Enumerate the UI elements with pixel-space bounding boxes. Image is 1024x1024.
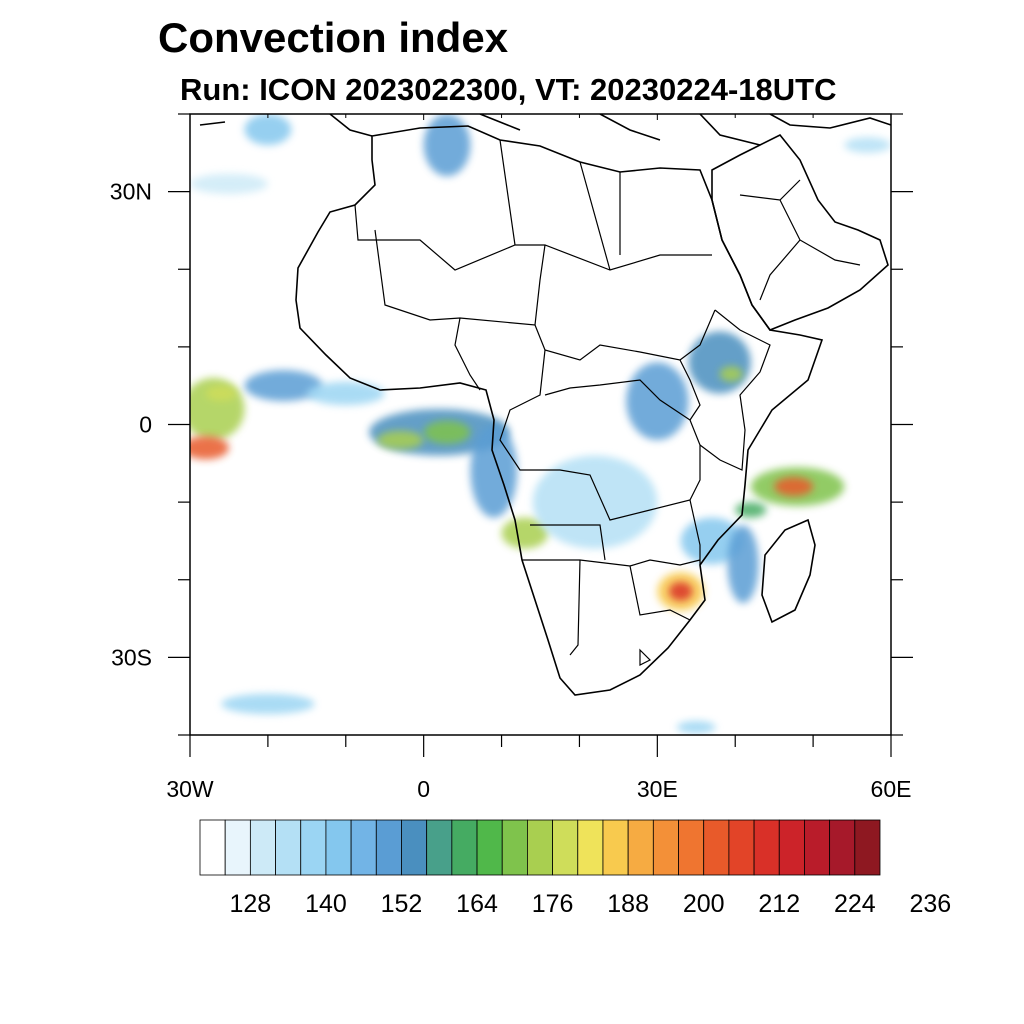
- colorbar-label: 164: [456, 890, 498, 918]
- convection-cell-19: [669, 582, 693, 601]
- country-borders: [354, 139, 861, 666]
- border-arabia: [739, 179, 861, 301]
- colorbar-swatch: [627, 819, 654, 876]
- colorbar-swatch: [678, 819, 705, 876]
- madagascar-coastline: [761, 518, 816, 624]
- colorbar-swatch: [753, 819, 780, 876]
- convection-field: [190, 114, 891, 734]
- map-tick-labels: 30W 0 30E 60E 30N 0 30S: [110, 179, 912, 802]
- colorbar-label: 236: [910, 890, 952, 918]
- map-subtitle: Run: ICON 2023022300, VT: 20230224-18UTC: [180, 72, 837, 107]
- arabia-coastline: [711, 133, 889, 331]
- x-tick-label: 0: [417, 776, 430, 802]
- y-tick-label: 30S: [111, 644, 152, 670]
- colorbar-swatch: [854, 819, 881, 876]
- convection-cell-15: [774, 477, 814, 496]
- europe-coastline: [199, 114, 891, 146]
- convection-cell-24: [221, 693, 315, 715]
- colorbar-swatch: [552, 819, 579, 876]
- colorbar-swatch: [652, 819, 679, 876]
- map-title: Convection index: [158, 14, 509, 61]
- colorbar-swatch: [426, 819, 453, 876]
- colorbar-swatch: [804, 819, 831, 876]
- y-tick-label: 0: [139, 412, 152, 438]
- colorbar-swatch: [602, 819, 629, 876]
- colorbar-label: 128: [230, 890, 272, 918]
- convection-cell-22: [244, 114, 292, 146]
- colorbar-label: 176: [532, 890, 574, 918]
- convection-cell-12: [688, 331, 751, 394]
- colorbar-label: 200: [683, 890, 725, 918]
- convection-cell-26: [676, 721, 716, 734]
- colorbar-swatch: [350, 819, 377, 876]
- border-south: [522, 499, 701, 666]
- map-panel: 30W 0 30E 60E 30N 0 30S: [110, 113, 913, 802]
- colorbar-swatch: [577, 819, 604, 876]
- colorbar-swatch: [401, 819, 428, 876]
- coastlines: [199, 114, 891, 696]
- border-east: [679, 309, 771, 471]
- convection-cell-20: [727, 525, 759, 604]
- colorbar-swatch: [451, 819, 478, 876]
- colorbar-swatch: [778, 819, 805, 876]
- colorbar-label: 212: [758, 890, 800, 918]
- map-background: [190, 114, 891, 735]
- colorbar-label: 140: [305, 890, 347, 918]
- map-ticks: [168, 113, 913, 757]
- colorbar-swatch: [728, 819, 755, 876]
- colorbar-label: 152: [381, 890, 423, 918]
- convection-cell-7: [423, 420, 471, 444]
- colorbar-swatch: [199, 819, 226, 876]
- convection-cell-1: [190, 436, 229, 460]
- convection-cell-16: [735, 502, 767, 518]
- border-north: [354, 139, 712, 326]
- convection-cell-21: [423, 114, 471, 177]
- colorbar-swatch: [325, 819, 352, 876]
- convection-cell-4: [306, 381, 385, 406]
- colorbar-swatch: [829, 819, 856, 876]
- colorbar-swatch: [249, 819, 276, 876]
- convection-cell-3: [244, 370, 323, 402]
- convection-cell-23: [190, 173, 268, 194]
- border-central: [454, 309, 716, 521]
- y-tick-label: 30N: [110, 179, 152, 205]
- colorbar-swatch: [476, 819, 503, 876]
- colorbar-swatch: [300, 819, 327, 876]
- colorbar-labels: 128 140 152 164 176 188 200 212 224 236: [230, 890, 952, 918]
- colorbar-label: 224: [834, 890, 876, 918]
- colorbar-swatch: [527, 819, 553, 876]
- africa-coastline: [295, 125, 824, 696]
- x-tick-label: 30W: [166, 776, 214, 802]
- x-tick-label: 30E: [637, 776, 678, 802]
- colorbar-label: 188: [607, 890, 649, 918]
- convection-cell-11: [626, 362, 689, 441]
- convection-cell-25: [844, 137, 891, 153]
- colorbar-swatch: [501, 819, 528, 876]
- convection-cell-2: [205, 385, 237, 402]
- colorbar-swatch: [275, 819, 302, 876]
- colorbar-swatch: [224, 819, 251, 876]
- colorbar-swatch: [703, 819, 730, 876]
- x-tick-label: 60E: [871, 776, 912, 802]
- colorbar: [199, 819, 881, 876]
- convection-cell-13: [719, 366, 744, 382]
- convection-cell-6: [376, 430, 424, 450]
- colorbar-swatch: [375, 819, 402, 876]
